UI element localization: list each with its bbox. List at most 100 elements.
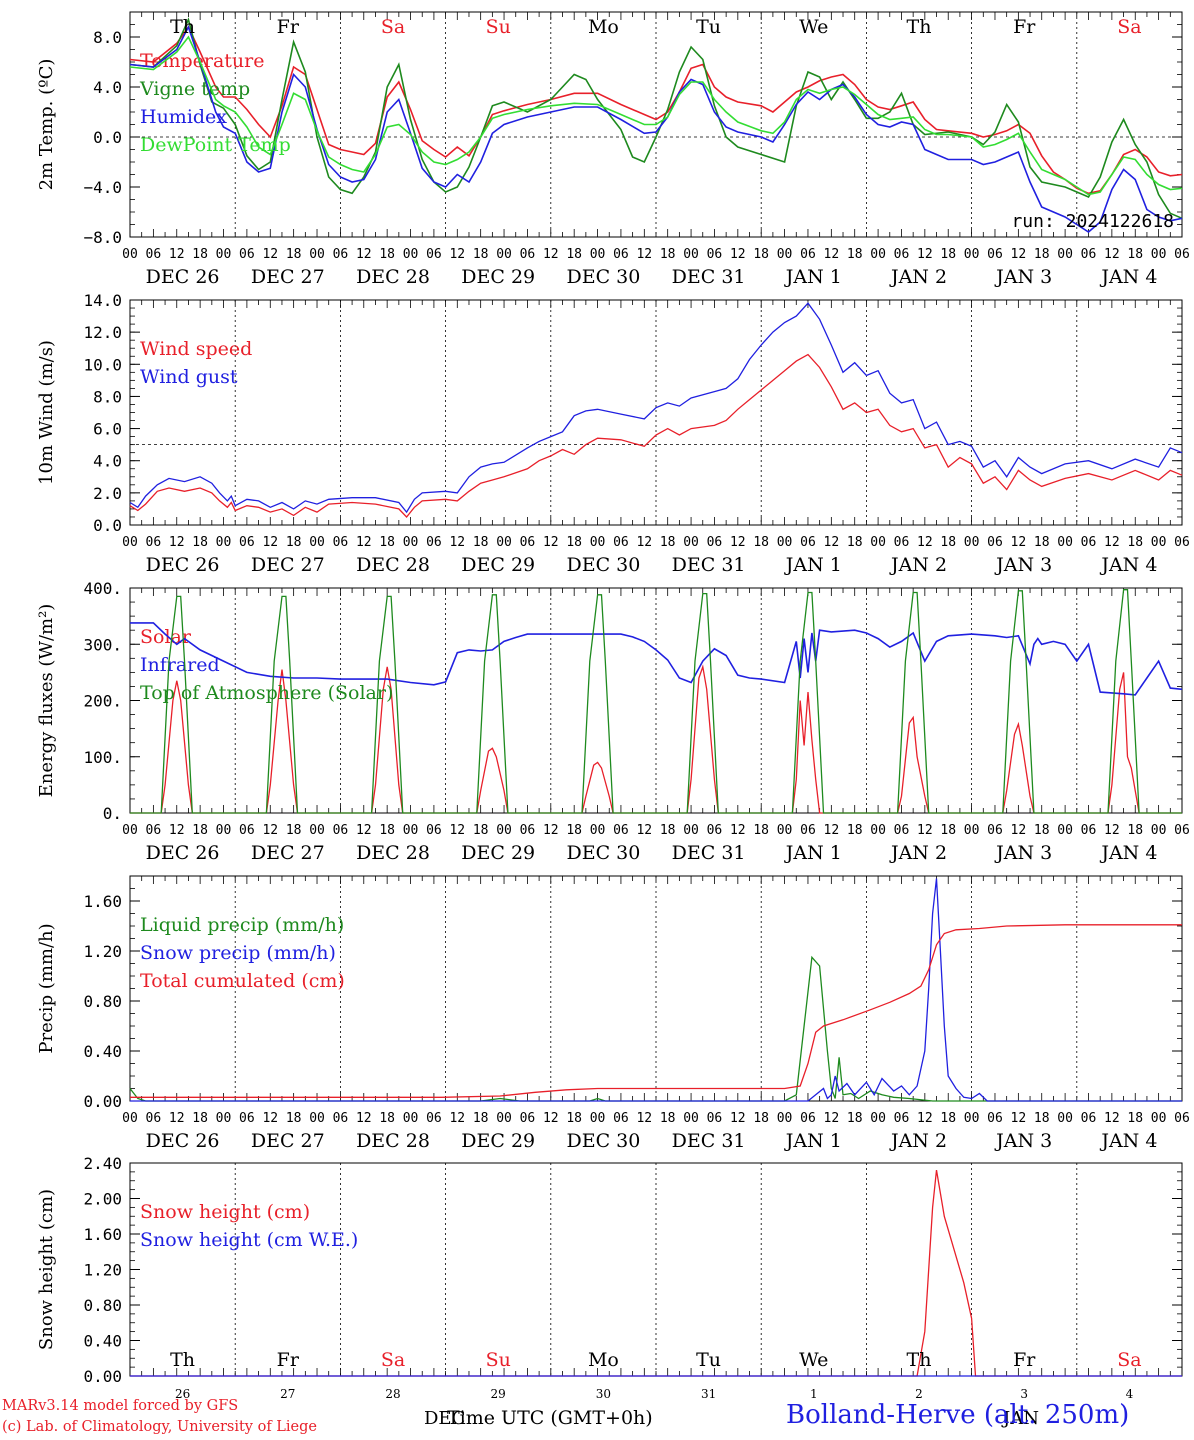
hour-label: 18 [753, 247, 769, 262]
hour-label: 06 [239, 535, 255, 550]
hour-label: 00 [683, 247, 699, 262]
y-tick-label: 0.0 [93, 128, 122, 147]
series-line [129, 35, 1183, 196]
y-tick-label: 400. [83, 579, 122, 598]
hour-label: 00 [122, 1111, 138, 1126]
day-number-label: 3 [1020, 1387, 1028, 1401]
hour-label: 00 [590, 823, 606, 838]
hour-label: 12 [169, 1111, 185, 1126]
hour-label: 12 [824, 247, 840, 262]
date-label: JAN 4 [1099, 266, 1157, 288]
hour-label: 18 [286, 823, 302, 838]
hour-label: 18 [1127, 1111, 1143, 1126]
hour-label: 06 [426, 1111, 442, 1126]
y-tick-label: 300. [83, 635, 122, 654]
hour-label: 00 [1151, 1111, 1167, 1126]
y-tick-label: 8.0 [93, 28, 122, 47]
panel-wind: 0.0 2.0 4.0 6.0 8.0 10.0 12.0 14.0 10m Wind (m/s… [36, 291, 1190, 576]
date-label: DEC 28 [356, 554, 430, 576]
hour-label: 06 [613, 535, 629, 550]
y-axis-label: Energy fluxes (W/m²) [36, 604, 57, 798]
hour-label: 18 [379, 535, 395, 550]
hour-label: 06 [894, 823, 910, 838]
weekday-label: Mo [588, 1349, 619, 1371]
hour-label: 12 [356, 1111, 372, 1126]
weekday-label: Tu [696, 1349, 721, 1371]
date-label: DEC 30 [566, 266, 640, 288]
date-label: DEC 26 [146, 554, 220, 576]
day-number-label: 4 [1126, 1387, 1134, 1401]
hour-label: 06 [333, 535, 349, 550]
weekday-label: Th [170, 1349, 195, 1371]
hour-label: 00 [496, 823, 512, 838]
hour-label: 12 [730, 535, 746, 550]
date-label: JAN 1 [784, 554, 842, 576]
x-suffix-label: JAN [1001, 1408, 1039, 1429]
hour-label: 18 [1034, 1111, 1050, 1126]
hour-label: 06 [1174, 247, 1190, 262]
hour-label: 18 [192, 823, 208, 838]
weekday-label: Th [907, 16, 932, 38]
hour-label: 06 [987, 823, 1003, 838]
hour-label: 06 [707, 247, 723, 262]
hour-label: 12 [169, 535, 185, 550]
hour-label: 18 [940, 247, 956, 262]
y-tick-label: 0.40 [83, 1042, 122, 1061]
hour-label: 18 [660, 823, 676, 838]
y-tick-label: 1.20 [83, 1261, 122, 1280]
legend-entry: Wind speed [140, 338, 252, 360]
date-label: DEC 29 [461, 266, 535, 288]
hour-label: 18 [753, 823, 769, 838]
hour-label: 00 [1151, 823, 1167, 838]
day-number-label: 1 [810, 1387, 818, 1401]
weekday-label: We [799, 1349, 828, 1371]
hour-label: 12 [917, 1111, 933, 1126]
series-line [129, 353, 1183, 518]
hour-label: 06 [239, 823, 255, 838]
hour-label: 00 [496, 247, 512, 262]
weekday-label: Sa [381, 16, 405, 38]
series-line [130, 622, 1183, 696]
weekday-label: Su [486, 1349, 511, 1371]
hour-label: 18 [286, 535, 302, 550]
hour-label: 18 [1034, 535, 1050, 550]
y-tick-label: 8.0 [93, 387, 122, 406]
hour-label: 00 [777, 535, 793, 550]
hour-label: 18 [286, 1111, 302, 1126]
hour-label: 12 [917, 535, 933, 550]
weekday-label: Th [907, 1349, 932, 1371]
hour-label: 12 [1104, 535, 1120, 550]
series-line [130, 589, 1182, 814]
hour-label: 00 [403, 823, 419, 838]
hour-label: 06 [333, 1111, 349, 1126]
hour-label: 12 [730, 823, 746, 838]
run-label: run: 2024122618 [1011, 211, 1174, 232]
hour-label: 06 [333, 823, 349, 838]
y-tick-label: −8.0 [83, 228, 122, 247]
hour-label: 06 [987, 247, 1003, 262]
hour-label: 06 [146, 247, 162, 262]
hour-label: 18 [473, 823, 489, 838]
date-label: JAN 3 [994, 266, 1052, 288]
y-tick-label: −4.0 [83, 178, 122, 197]
hour-label: 12 [730, 247, 746, 262]
hour-label: 18 [286, 247, 302, 262]
legend-entry: Total cumulated (cm) [140, 970, 345, 992]
date-label: DEC 30 [566, 1130, 640, 1152]
y-tick-label: 0.80 [83, 992, 122, 1011]
hour-label: 18 [1127, 535, 1143, 550]
hour-label: 00 [216, 823, 232, 838]
hour-label: 00 [964, 823, 980, 838]
y-axis-label: Precip (mm/h) [36, 923, 57, 1053]
hour-label: 06 [1081, 535, 1097, 550]
y-tick-label: 2.00 [83, 1190, 122, 1209]
hour-label: 06 [707, 535, 723, 550]
date-label: DEC 27 [251, 266, 325, 288]
legend-entry: Top of Atmosphere (Solar) [140, 682, 393, 704]
y-tick-label: 2.0 [93, 484, 122, 503]
hour-label: 18 [192, 247, 208, 262]
hour-label: 00 [309, 823, 325, 838]
hour-label: 06 [520, 823, 536, 838]
y-tick-label: 0.80 [83, 1296, 122, 1315]
hour-label: 00 [683, 823, 699, 838]
